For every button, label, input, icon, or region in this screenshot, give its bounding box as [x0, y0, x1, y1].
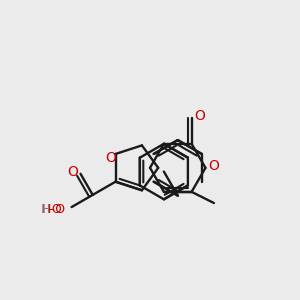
Text: -O: -O — [47, 202, 62, 216]
Text: O: O — [105, 151, 116, 165]
Text: H-O: H-O — [42, 202, 66, 216]
Text: O: O — [67, 165, 78, 179]
Text: O: O — [208, 159, 219, 173]
Text: O: O — [194, 109, 205, 123]
Text: H: H — [41, 202, 50, 216]
